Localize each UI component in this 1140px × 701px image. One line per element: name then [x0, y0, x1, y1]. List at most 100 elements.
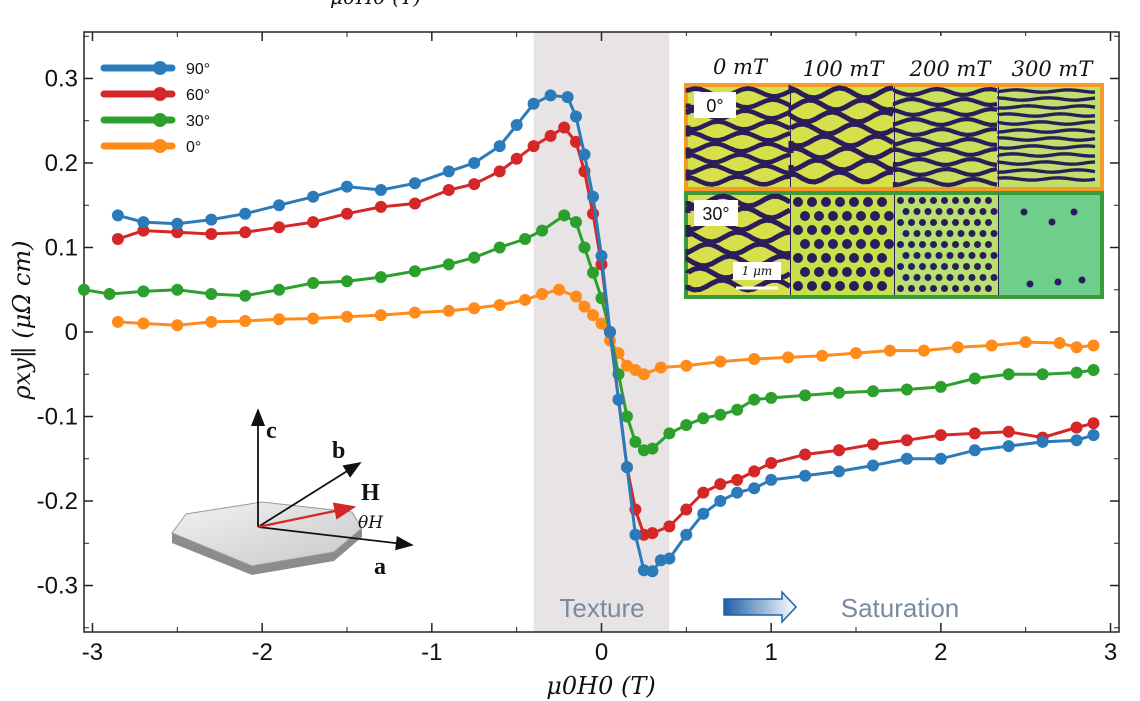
- skyrmion-bubble: [870, 267, 880, 277]
- skyrmion-bubble: [821, 225, 831, 235]
- domain-stripe: [997, 160, 1096, 166]
- series-60deg-point: [697, 486, 710, 499]
- skyrmion-bubble: [941, 285, 948, 292]
- series-60deg-point: [833, 444, 845, 457]
- series-30deg-point: [714, 408, 727, 421]
- skyrmion-bubble: [807, 225, 817, 235]
- y-tick-label: -0.3: [37, 573, 78, 600]
- series-30deg-point: [867, 385, 879, 398]
- series-30deg-point: [341, 275, 353, 288]
- series-0deg-point: [553, 283, 566, 296]
- series-0deg-point: [782, 351, 795, 364]
- series-30deg-point: [493, 241, 506, 254]
- series-90deg-point: [1070, 434, 1083, 447]
- axis-b-arrow: [257, 462, 362, 528]
- skyrmion-bubble: [807, 281, 817, 291]
- series-90deg-point: [697, 507, 710, 520]
- series-90deg-point: [621, 461, 633, 474]
- skyrmion-bubble: [807, 253, 817, 263]
- skyrmion-bubble: [985, 263, 992, 270]
- series-60deg-point: [900, 434, 913, 447]
- series-0deg-point: [374, 309, 387, 322]
- series-90deg-point: [604, 326, 616, 338]
- skyrmion-bubble: [870, 239, 880, 249]
- y-tick-label: -0.2: [37, 488, 78, 515]
- series-0deg-point: [587, 309, 599, 322]
- series-90deg-point: [137, 216, 150, 229]
- skyrmion-bubble: [985, 197, 992, 204]
- y-axis-label: ρxy‖ (μΩ cm): [8, 241, 37, 401]
- domain-stripe: [892, 96, 998, 108]
- x-tick-label: 3: [1104, 639, 1117, 666]
- skyrmion-bubble: [908, 241, 915, 248]
- field-label-200: 200 mT: [909, 57, 993, 81]
- series-30deg-point: [621, 410, 633, 423]
- domain-stripe: [685, 173, 791, 187]
- series-90deg-point: [1036, 435, 1049, 448]
- skyrmion-bubble: [884, 211, 894, 221]
- skyrmion-bubble: [985, 241, 992, 248]
- skyrmion-bubble: [877, 281, 887, 291]
- series-30deg-point: [646, 442, 659, 455]
- skyrmion-bubble: [897, 285, 904, 292]
- series-60deg-point: [493, 165, 506, 178]
- skyrmion-bubble: [814, 211, 824, 221]
- series-30deg-point: [731, 403, 744, 416]
- series-0deg-point: [493, 299, 506, 311]
- series-0deg-point: [536, 288, 549, 300]
- series-0deg-point: [1087, 339, 1100, 352]
- skyrmion-bubble: [963, 241, 970, 248]
- domain-stripe: [892, 156, 998, 168]
- series-0deg-point: [985, 339, 998, 352]
- series-30deg-point: [468, 251, 481, 264]
- series-90deg-point: [570, 110, 582, 123]
- series-60deg-point: [171, 226, 184, 239]
- skyrmion-bubble: [897, 197, 904, 204]
- skyrmion-bubble: [935, 208, 943, 215]
- skyrmion-bubble: [842, 239, 852, 249]
- series-60deg-point: [1002, 425, 1015, 438]
- skyrmion-bubble: [974, 219, 981, 226]
- scale-bar-label: 1 μm: [742, 264, 773, 278]
- domain-stripe: [685, 277, 792, 293]
- series-0deg-point: [307, 312, 320, 325]
- skyrmion-bubble: [990, 274, 998, 281]
- domain-stripe: [997, 176, 1096, 182]
- domain-stripe: [892, 136, 998, 148]
- skyrmion-bubble: [807, 197, 817, 207]
- skyrmion-bubble: [990, 252, 998, 259]
- domain-stripe: [997, 120, 1096, 126]
- series-90deg-point: [731, 486, 744, 499]
- skyrmion-bubble: [985, 285, 992, 292]
- series-90deg-point: [442, 165, 455, 178]
- skyrmion-bubble: [924, 252, 932, 259]
- y-tick-label: -0.1: [37, 404, 78, 431]
- domain-stripe: [685, 163, 791, 177]
- skyrmion-bubble: [919, 241, 926, 248]
- series-90deg-point: [273, 199, 286, 212]
- series-90deg-point: [968, 444, 981, 457]
- series-0deg-point: [468, 302, 481, 315]
- skyrmion-bubble: [946, 252, 954, 259]
- skyrmion-bubble: [828, 211, 838, 221]
- skyrmion-bubble: [990, 230, 998, 237]
- skyrmion-bubble: [897, 219, 904, 226]
- series-90deg-point: [408, 177, 421, 190]
- series-0deg-point: [137, 317, 150, 330]
- domain-stripe: [788, 157, 894, 174]
- series-30deg-point: [697, 412, 710, 425]
- domain-stripe: [892, 106, 998, 118]
- skyrmion-bubble: [935, 274, 943, 281]
- skyrmion-bubble: [814, 239, 824, 249]
- series-90deg-point: [493, 140, 506, 153]
- domain-stripe: [997, 88, 1096, 94]
- series-90deg: [111, 89, 1100, 578]
- skyrmion-bubble: [902, 208, 910, 215]
- skyrmion-bubble: [913, 208, 921, 215]
- series-60deg-point: [239, 226, 252, 239]
- series-0deg-point: [1053, 337, 1066, 349]
- saturation-label: Saturation: [841, 593, 960, 623]
- series-30deg-point: [663, 427, 676, 440]
- legend-label: 90°: [186, 61, 210, 78]
- skyrmion-bubble: [930, 263, 937, 270]
